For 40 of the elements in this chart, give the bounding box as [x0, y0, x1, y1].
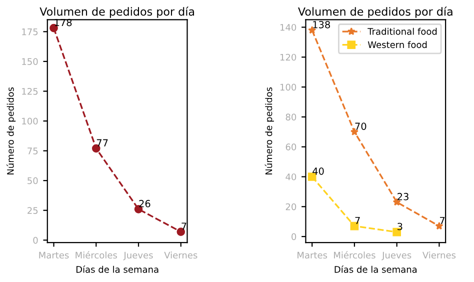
data-label: 70 — [355, 122, 366, 130]
legend-label: Traditional food — [368, 28, 437, 35]
data-label: 40 — [312, 167, 324, 175]
y-tick-label: 75 — [28, 148, 38, 154]
y-tick-label: 60 — [286, 144, 296, 150]
chart-title: Volumen de pedidos por día — [40, 6, 194, 18]
data-label: 77 — [96, 139, 108, 146]
y-tick-label: 0 — [33, 236, 38, 244]
x-tick-label: Martes — [39, 252, 69, 259]
data-label: 23 — [398, 192, 408, 200]
x-axis-title: Días de la semana — [76, 265, 158, 273]
x-tick-label: Viernes — [422, 252, 456, 259]
y-tick-label: 20 — [286, 203, 296, 210]
x-tick-label: Jueves — [123, 252, 153, 260]
x-tick-label: Martes — [298, 252, 328, 259]
y-tick-label: 150 — [22, 58, 38, 65]
x-tick-label: Miércoles — [334, 251, 376, 259]
y-tick-label: 25 — [28, 207, 38, 214]
y-axis-title: Número de pedidos — [6, 87, 16, 174]
y-tick-label: 120 — [280, 54, 296, 61]
x-tick-label: Jueves — [382, 252, 412, 260]
y-tick-label: 100 — [280, 84, 296, 91]
data-label: 7 — [182, 222, 186, 230]
y-tick-label: 140 — [280, 24, 296, 31]
data-label: 138 — [313, 20, 330, 28]
data-label: 7 — [440, 216, 445, 224]
legend-label: Western food — [368, 41, 427, 48]
x-tick-label: Viernes — [164, 252, 198, 259]
y-tick-label: 125 — [22, 88, 38, 95]
chart-title: Volumen de pedidos por día — [298, 6, 452, 18]
data-label: 26 — [139, 200, 150, 208]
x-axis-title: Días de la semana — [334, 265, 417, 273]
y-tick-label: 40 — [286, 173, 296, 180]
y-axis-title: Número de pedidos — [264, 87, 274, 174]
y-tick-label: 0 — [292, 233, 296, 240]
x-tick-label: Miércoles — [76, 251, 117, 259]
y-tick-label: 100 — [22, 118, 38, 125]
y-tick-label: 80 — [286, 114, 296, 120]
y-tick-label: 50 — [28, 177, 38, 184]
y-tick-label: 175 — [22, 28, 38, 36]
